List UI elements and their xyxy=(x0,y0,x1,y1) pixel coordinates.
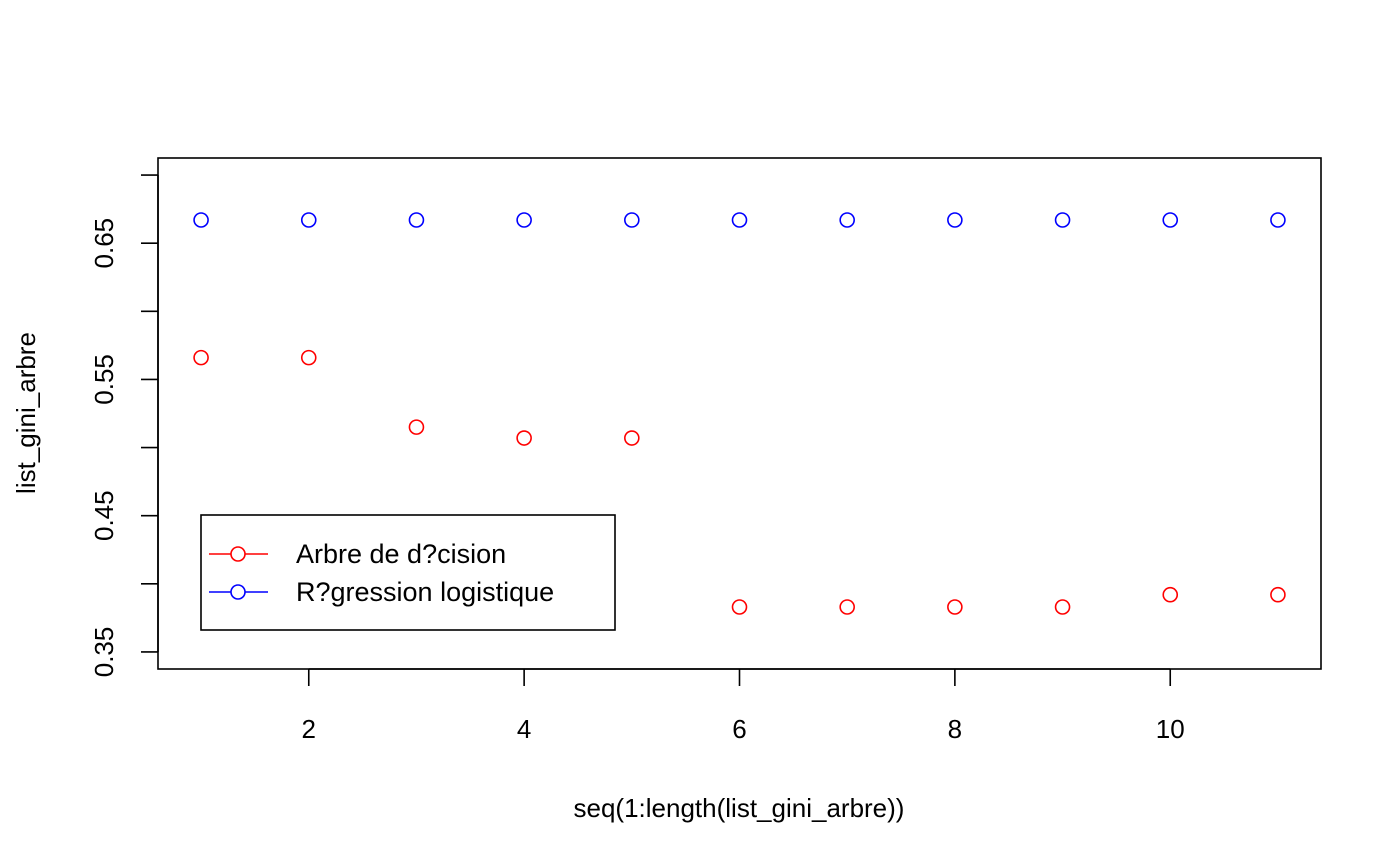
data-point-series-1 xyxy=(731,212,748,228)
legend-marker xyxy=(230,546,246,562)
data-point-series-1 xyxy=(300,212,317,228)
data-point-series-1 xyxy=(839,212,855,228)
x-tick-label: 8 xyxy=(948,714,962,744)
legend-label: Arbre de d?cision xyxy=(296,539,506,569)
x-tick-label: 10 xyxy=(1156,714,1185,744)
data-point-series-1 xyxy=(193,212,209,228)
data-point-series-0 xyxy=(516,430,532,446)
data-point-series-0 xyxy=(839,599,855,615)
data-point-series-0 xyxy=(1270,586,1286,603)
y-tick-label: 0.55 xyxy=(89,354,119,405)
data-point-series-1 xyxy=(1270,212,1286,228)
x-axis: 2 4 6 8 10 xyxy=(302,668,1185,744)
y-axis: 0.35 0.45 0.55 0.65 xyxy=(89,174,159,678)
legend-marker xyxy=(230,584,246,600)
data-point-series-0 xyxy=(193,349,209,366)
data-point-series-0 xyxy=(624,430,640,446)
data-point-series-1 xyxy=(1162,212,1179,228)
data-point-series-1 xyxy=(947,212,963,228)
x-tick-label: 2 xyxy=(302,714,316,744)
data-point-series-0 xyxy=(1054,599,1071,615)
y-tick-label: 0.35 xyxy=(89,627,119,678)
y-tick-label: 0.65 xyxy=(89,218,119,269)
data-point-series-1 xyxy=(408,212,425,228)
x-tick-label: 4 xyxy=(517,714,531,744)
y-tick-label: 0.45 xyxy=(89,490,119,541)
x-tick-label: 6 xyxy=(732,714,746,744)
data-point-series-0 xyxy=(1162,586,1179,603)
legend-label: R?gression logistique xyxy=(296,577,554,607)
data-point-series-0 xyxy=(947,599,963,615)
data-point-series-0 xyxy=(300,349,317,366)
data-point-series-1 xyxy=(516,212,532,228)
data-point-series-0 xyxy=(408,419,425,435)
x-axis-title: seq(1:length(list_gini_arbre)) xyxy=(574,793,905,823)
data-point-series-1 xyxy=(624,212,640,228)
legend-box xyxy=(200,514,616,631)
data-points xyxy=(193,212,1286,615)
data-point-series-1 xyxy=(1054,212,1071,228)
data-point-series-0 xyxy=(731,599,748,615)
y-axis-title: list_gini_arbre xyxy=(11,332,41,494)
legend: Arbre de d?cision R?gression logistique xyxy=(200,514,616,631)
